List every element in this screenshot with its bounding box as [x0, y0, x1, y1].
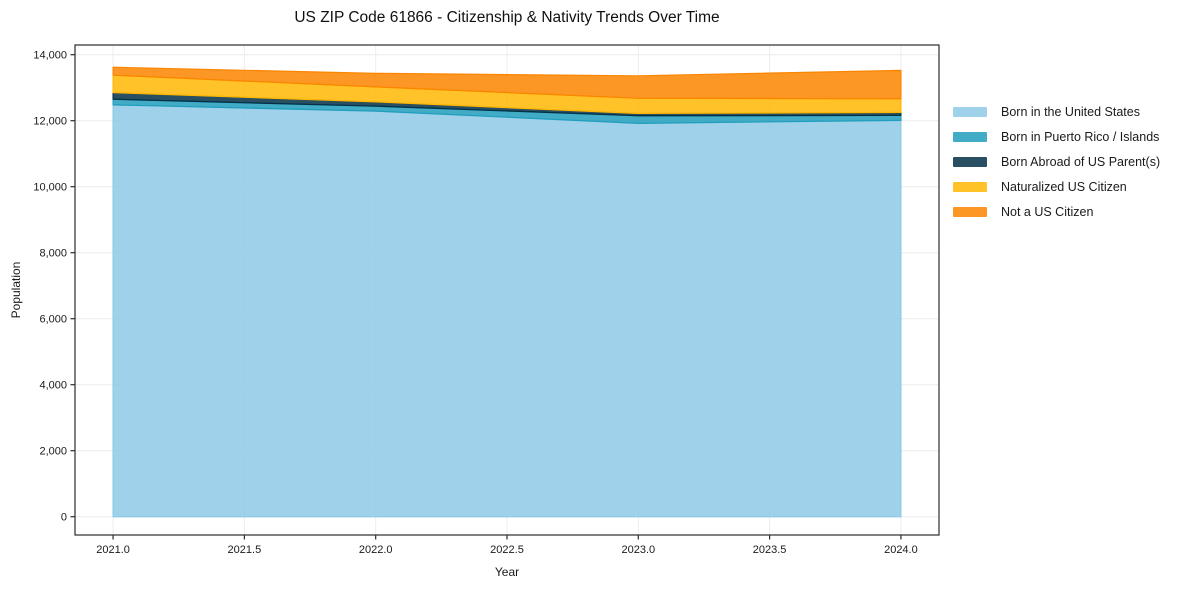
svg-text:0: 0	[61, 512, 67, 524]
legend-label: Born Abroad of US Parent(s)	[1001, 154, 1161, 169]
legend-item: Born Abroad of US Parent(s)	[953, 149, 1160, 174]
svg-text:12,000: 12,000	[33, 116, 67, 128]
svg-text:Year: Year	[495, 565, 519, 579]
legend-swatch	[953, 206, 987, 217]
legend-swatch	[953, 106, 987, 117]
legend-label: Naturalized US Citizen	[1001, 179, 1127, 194]
legend-label: Born in Puerto Rico / Islands	[1001, 129, 1160, 144]
svg-text:2024.0: 2024.0	[884, 544, 918, 556]
svg-text:8,000: 8,000	[39, 248, 67, 260]
legend-swatch	[953, 181, 987, 192]
svg-text:2022.0: 2022.0	[359, 544, 393, 556]
legend-item: Born in Puerto Rico / Islands	[953, 124, 1160, 149]
svg-text:2023.0: 2023.0	[621, 544, 655, 556]
legend-swatch	[953, 131, 987, 142]
svg-text:2023.5: 2023.5	[753, 544, 787, 556]
legend: Born in the United States Born in Puerto…	[953, 99, 1160, 224]
legend-label: Not a US Citizen	[1001, 204, 1094, 219]
svg-text:2021.5: 2021.5	[228, 544, 262, 556]
svg-text:Population: Population	[9, 262, 23, 319]
svg-text:2022.5: 2022.5	[490, 544, 524, 556]
svg-text:10,000: 10,000	[33, 182, 67, 194]
legend-item: Born in the United States	[953, 99, 1160, 124]
legend-item: Not a US Citizen	[953, 199, 1160, 224]
svg-text:4,000: 4,000	[39, 380, 67, 392]
chart-title: US ZIP Code 61866 - Citizenship & Nativi…	[294, 9, 720, 26]
svg-text:2,000: 2,000	[39, 446, 67, 458]
legend-swatch	[953, 156, 987, 167]
svg-text:6,000: 6,000	[39, 314, 67, 326]
svg-text:14,000: 14,000	[33, 50, 67, 62]
legend-item: Naturalized US Citizen	[953, 174, 1160, 199]
svg-text:2021.0: 2021.0	[96, 544, 130, 556]
legend-label: Born in the United States	[1001, 104, 1140, 119]
